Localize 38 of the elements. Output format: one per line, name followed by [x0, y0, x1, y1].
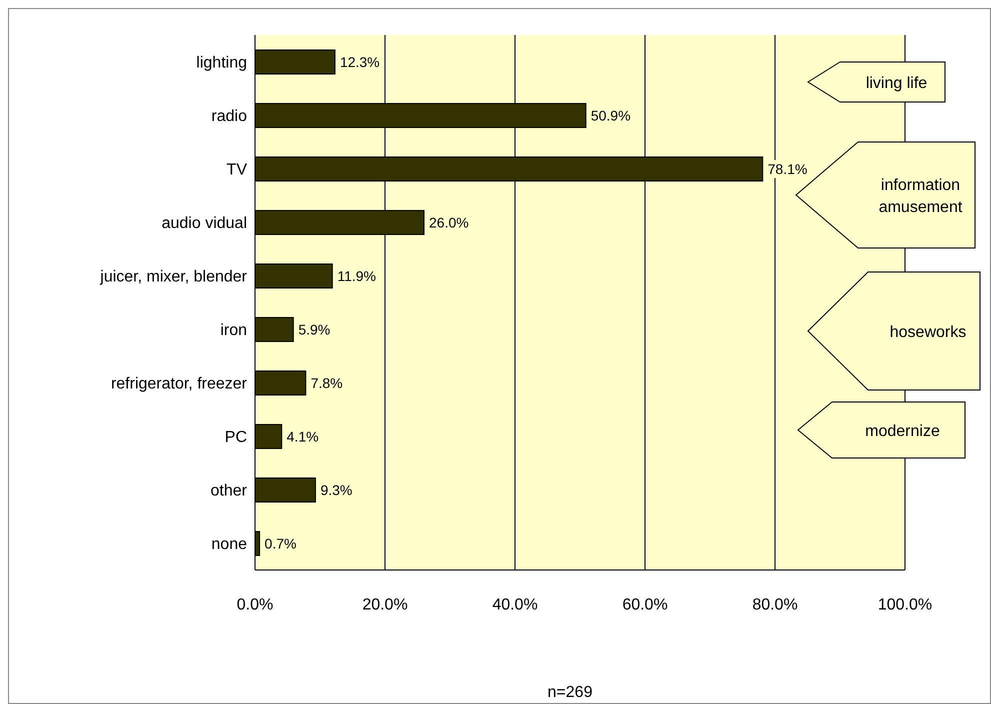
annotation: living life: [866, 75, 928, 92]
x-tick-label: 60.0%: [622, 596, 668, 614]
data-label: 0.7%: [264, 535, 296, 552]
data-label: 26.0%: [429, 214, 469, 230]
bar: [255, 477, 316, 502]
data-label: 5.9%: [298, 321, 330, 338]
y-tick-label: radio: [211, 108, 248, 125]
bar: [255, 316, 294, 342]
x-tick-label: 100.0%: [878, 596, 932, 614]
y-tick-label: lighting: [196, 54, 247, 72]
y-tick-label: other: [210, 482, 248, 500]
data-label: 50.9%: [590, 107, 631, 124]
annotation: modernize: [865, 423, 940, 440]
bar: [255, 263, 333, 288]
data-label: 11.9%: [337, 268, 376, 284]
y-tick-label: none: [211, 536, 248, 553]
y-tick-label: audio vidual: [162, 214, 247, 232]
text: n=269: [548, 684, 593, 701]
bar: [255, 530, 260, 556]
data-label: 4.1%: [286, 428, 319, 444]
x-tick-label: 40.0%: [492, 596, 538, 614]
bar: [255, 370, 306, 396]
data-label: 78.1%: [768, 160, 808, 177]
y-tick-label: PC: [224, 428, 247, 446]
data-label: 12.3%: [340, 54, 380, 70]
bar: [255, 424, 282, 449]
y-tick-label: TV: [226, 161, 248, 178]
y-tick-label: iron: [220, 322, 247, 339]
x-tick-label: 80.0%: [752, 596, 798, 614]
annotation: hoseworks: [890, 324, 966, 341]
x-tick-label: 20.0%: [362, 596, 408, 614]
y-tick-label: juicer, mixer, blender: [99, 268, 248, 286]
bar: [255, 49, 336, 74]
x-tick-label: 0.0%: [236, 596, 274, 614]
annotation: information amusement: [878, 177, 963, 216]
data-label: 9.3%: [320, 482, 352, 498]
data-label: 7.8%: [310, 374, 343, 391]
y-tick-label: refrigerator, freezer: [110, 375, 248, 392]
